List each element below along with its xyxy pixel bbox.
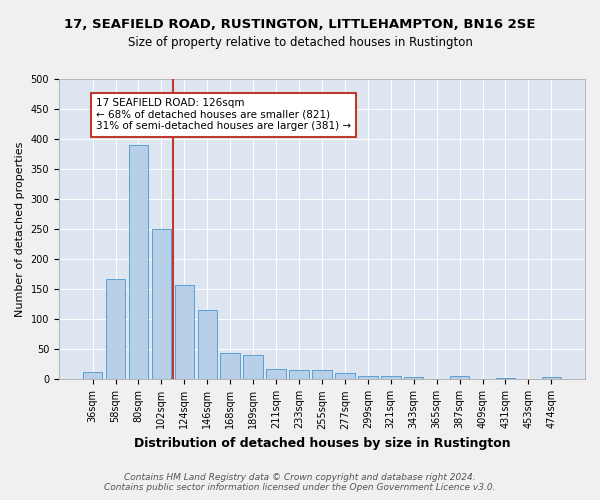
Bar xyxy=(175,285,194,380)
Bar xyxy=(83,372,103,380)
X-axis label: Distribution of detached houses by size in Rustington: Distribution of detached houses by size … xyxy=(134,437,510,450)
Text: 17, SEAFIELD ROAD, RUSTINGTON, LITTLEHAMPTON, BN16 2SE: 17, SEAFIELD ROAD, RUSTINGTON, LITTLEHAM… xyxy=(64,18,536,30)
Bar xyxy=(450,376,469,380)
Bar xyxy=(197,310,217,380)
Text: Size of property relative to detached houses in Rustington: Size of property relative to detached ho… xyxy=(128,36,472,49)
Bar xyxy=(244,355,263,380)
Bar xyxy=(220,353,240,380)
Bar xyxy=(496,378,515,380)
Bar xyxy=(542,377,561,380)
Bar xyxy=(381,376,401,380)
Bar xyxy=(128,145,148,380)
Bar xyxy=(404,377,424,380)
Bar xyxy=(335,374,355,380)
Bar xyxy=(358,376,377,380)
Bar xyxy=(289,370,309,380)
Bar xyxy=(106,279,125,380)
Y-axis label: Number of detached properties: Number of detached properties xyxy=(15,142,25,317)
Bar xyxy=(152,229,171,380)
Bar xyxy=(312,370,332,380)
Bar xyxy=(266,368,286,380)
Text: 17 SEAFIELD ROAD: 126sqm
← 68% of detached houses are smaller (821)
31% of semi-: 17 SEAFIELD ROAD: 126sqm ← 68% of detach… xyxy=(96,98,351,132)
Text: Contains HM Land Registry data © Crown copyright and database right 2024.
Contai: Contains HM Land Registry data © Crown c… xyxy=(104,473,496,492)
